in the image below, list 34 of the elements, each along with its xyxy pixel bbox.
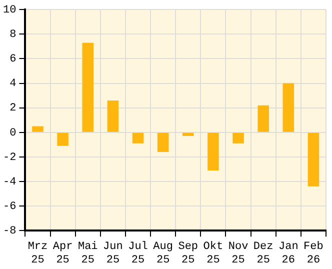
bar [282,83,294,132]
y-tick-label: 10 [3,4,16,17]
bar [208,132,219,170]
bar [107,100,119,132]
y-tick-label: -6 [3,200,16,213]
y-tick-label: 8 [10,29,16,42]
x-tick-label: Mrz 25 [28,241,48,266]
y-tick-label: 0 [10,127,16,140]
y-tick-label: -4 [3,176,17,188]
x-tick-label: Apr 25 [52,241,73,266]
x-tick-label: Mai 25 [78,241,98,266]
bar [132,132,144,144]
x-tick-label: Sep 25 [178,241,198,266]
bar [258,105,269,132]
bar [308,132,320,186]
x-tick-label: Jun 25 [103,241,123,266]
x-tick-label: Okt 25 [203,241,224,266]
bar [232,132,244,144]
y-tick-label: -8 [3,226,16,238]
x-tick-label: Feb 26 [304,241,324,266]
y-tick-label: 4 [10,78,17,90]
x-tick-label: Jan 26 [278,241,298,266]
x-tick-label: Nov 25 [228,241,249,266]
x-tick-label: Aug 25 [153,241,173,266]
bar [182,132,194,136]
bar [82,42,94,132]
bar [32,126,44,132]
y-tick-label: 6 [10,54,16,66]
x-tick-label: Dez 25 [253,241,274,266]
y-tick-label: -2 [3,152,16,164]
bar [157,132,169,152]
y-tick-label: 2 [10,102,16,115]
bar [57,132,68,146]
x-tick-label: Jul 25 [128,241,148,266]
